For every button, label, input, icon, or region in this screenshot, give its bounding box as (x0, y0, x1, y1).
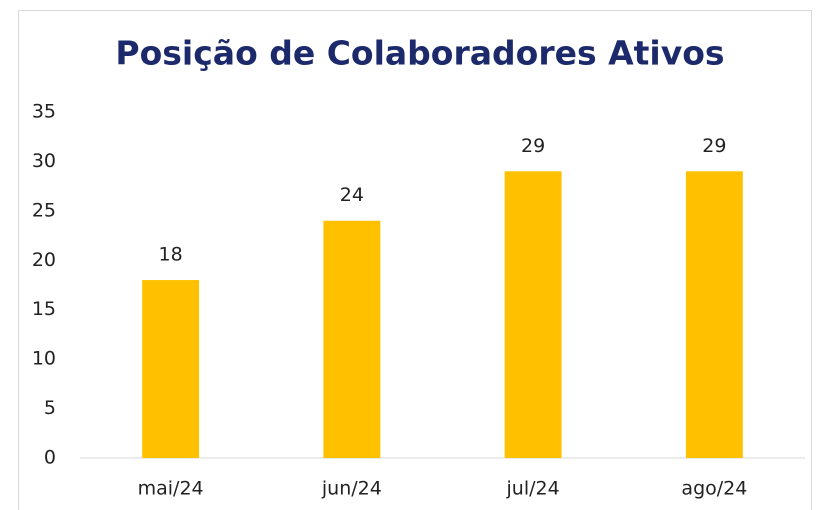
y-tick-label: 15 (32, 298, 56, 320)
x-tick-label: ago/24 (681, 478, 747, 500)
x-tick-label: jul/24 (506, 478, 560, 500)
y-tick-label: 0 (44, 447, 56, 469)
data-label: 18 (159, 244, 183, 266)
y-tick-label: 10 (32, 348, 56, 370)
bar (504, 171, 562, 459)
y-tick-label: 35 (32, 101, 56, 123)
bar (323, 220, 381, 458)
y-tick-label: 25 (32, 199, 56, 221)
bar (142, 280, 200, 458)
data-label: 29 (521, 135, 545, 157)
data-label: 24 (340, 184, 364, 206)
chart-title: Posição de Colaboradores Ativos (115, 34, 724, 73)
y-tick-label: 20 (32, 249, 56, 271)
y-tick-label: 30 (32, 150, 56, 172)
bar (685, 171, 743, 459)
x-tick-label: jun/24 (321, 478, 382, 500)
x-tick-label: mai/24 (138, 478, 204, 500)
data-label: 29 (702, 135, 726, 157)
y-tick-label: 5 (44, 397, 56, 419)
